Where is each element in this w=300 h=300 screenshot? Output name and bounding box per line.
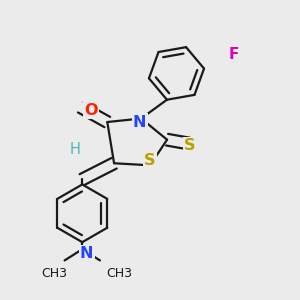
Text: F: F bbox=[229, 47, 239, 62]
Text: N: N bbox=[133, 115, 146, 130]
Text: N: N bbox=[80, 246, 93, 261]
Text: S: S bbox=[184, 138, 196, 153]
Text: CH3: CH3 bbox=[41, 267, 67, 280]
Text: H: H bbox=[70, 142, 80, 158]
Text: O: O bbox=[84, 103, 98, 118]
Text: S: S bbox=[144, 153, 156, 168]
Text: CH3: CH3 bbox=[106, 267, 132, 280]
